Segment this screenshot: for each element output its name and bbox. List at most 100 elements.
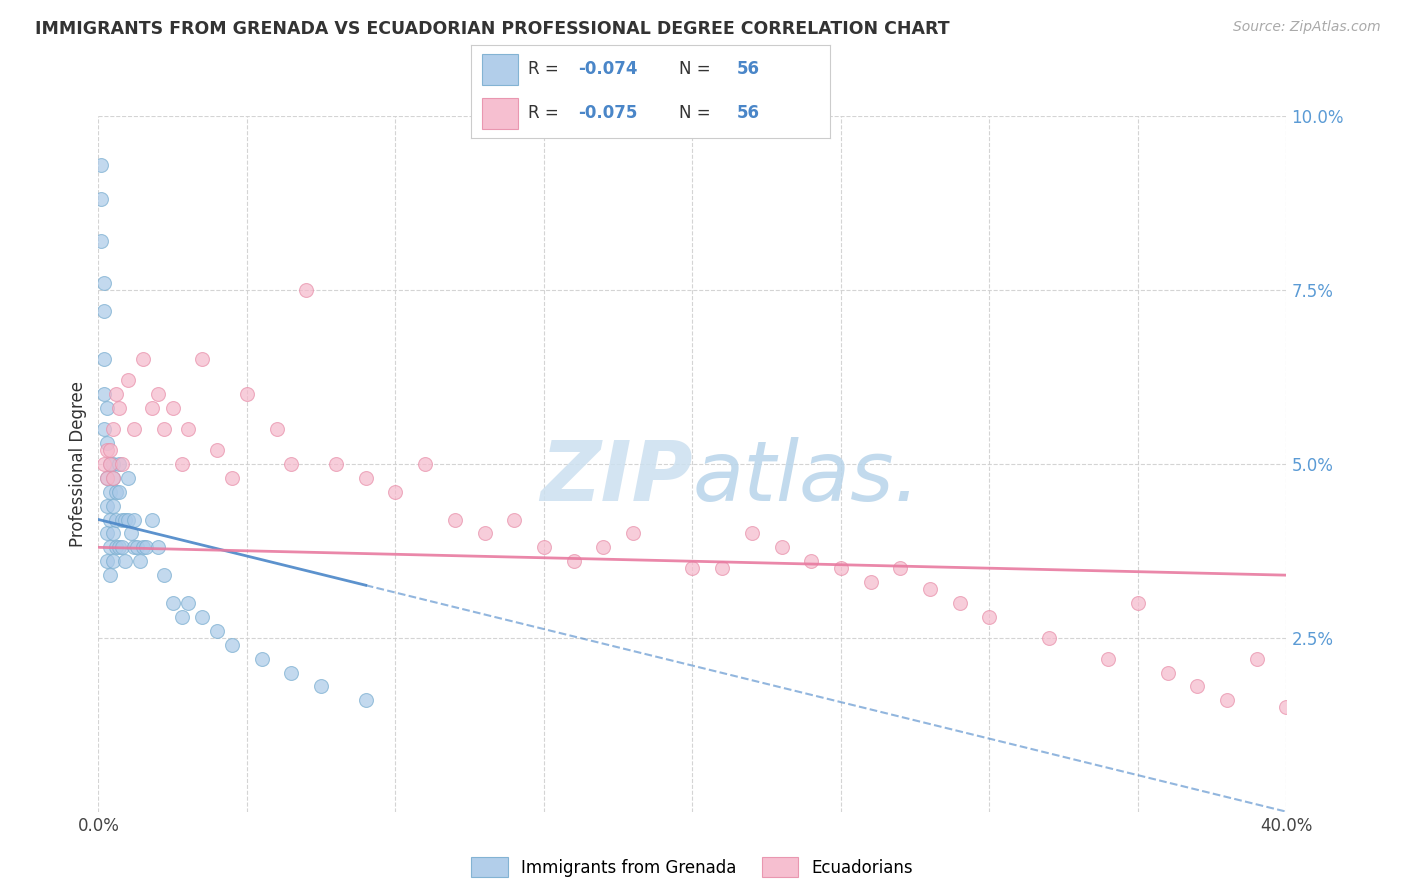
Point — [295, 283, 318, 297]
Point — [111, 541, 134, 555]
Point — [176, 596, 198, 610]
Point — [108, 401, 131, 416]
Text: Source: ZipAtlas.com: Source: ZipAtlas.com — [1233, 20, 1381, 34]
Text: atlas.: atlas. — [693, 437, 921, 518]
Point — [280, 457, 302, 471]
Point — [146, 541, 169, 555]
Point — [889, 561, 911, 575]
Point — [207, 442, 229, 457]
Point — [93, 422, 115, 436]
Point — [562, 554, 585, 568]
Point — [280, 665, 302, 680]
FancyBboxPatch shape — [482, 54, 517, 85]
Text: R =: R = — [529, 61, 564, 78]
Point — [93, 303, 115, 318]
Point — [105, 484, 128, 499]
Point — [108, 541, 131, 555]
Point — [122, 422, 145, 436]
Point — [108, 457, 131, 471]
Point — [830, 561, 852, 575]
Point — [96, 499, 118, 513]
Point — [103, 526, 125, 541]
Point — [93, 387, 115, 401]
Point — [120, 526, 142, 541]
Text: -0.075: -0.075 — [579, 103, 638, 121]
Point — [800, 554, 823, 568]
Point — [354, 693, 377, 707]
Point — [96, 471, 118, 485]
Point — [979, 610, 1001, 624]
Point — [93, 276, 115, 290]
Point — [443, 512, 465, 526]
Point — [152, 568, 174, 582]
Point — [103, 554, 125, 568]
Point — [122, 512, 145, 526]
Point — [114, 554, 136, 568]
Point — [98, 512, 121, 526]
Point — [129, 554, 152, 568]
Point — [114, 512, 136, 526]
Y-axis label: Professional Degree: Professional Degree — [69, 381, 87, 547]
Point — [103, 471, 125, 485]
Point — [96, 554, 118, 568]
Point — [1216, 693, 1239, 707]
Point — [170, 457, 193, 471]
Point — [146, 387, 169, 401]
Point — [325, 457, 347, 471]
Point — [191, 610, 214, 624]
Point — [98, 457, 121, 471]
Point — [221, 471, 243, 485]
Text: IMMIGRANTS FROM GRENADA VS ECUADORIAN PROFESSIONAL DEGREE CORRELATION CHART: IMMIGRANTS FROM GRENADA VS ECUADORIAN PR… — [35, 20, 950, 37]
Legend: Immigrants from Grenada, Ecuadorians: Immigrants from Grenada, Ecuadorians — [465, 851, 920, 883]
Point — [141, 401, 163, 416]
Point — [741, 526, 763, 541]
Point — [117, 471, 139, 485]
Point — [111, 512, 134, 526]
Point — [98, 568, 121, 582]
Point — [592, 541, 614, 555]
Point — [103, 499, 125, 513]
Point — [98, 442, 121, 457]
Point — [98, 541, 121, 555]
Text: 56: 56 — [737, 103, 759, 121]
Point — [1097, 651, 1119, 665]
Point — [96, 436, 118, 450]
Point — [309, 680, 332, 694]
Point — [949, 596, 972, 610]
Point — [1156, 665, 1178, 680]
Point — [170, 610, 193, 624]
Point — [1126, 596, 1149, 610]
Point — [236, 387, 259, 401]
Point — [191, 352, 214, 367]
Point — [533, 541, 555, 555]
Point — [98, 484, 121, 499]
Point — [920, 582, 942, 596]
Point — [96, 526, 118, 541]
Text: R =: R = — [529, 103, 564, 121]
Point — [90, 234, 112, 248]
Point — [117, 512, 139, 526]
Point — [125, 541, 148, 555]
Point — [413, 457, 436, 471]
Point — [711, 561, 734, 575]
Point — [132, 352, 155, 367]
Point — [152, 422, 174, 436]
Point — [103, 471, 125, 485]
Text: -0.074: -0.074 — [579, 61, 638, 78]
Point — [354, 471, 377, 485]
Point — [111, 457, 134, 471]
Point — [93, 352, 115, 367]
Point — [103, 457, 125, 471]
Point — [105, 512, 128, 526]
Point — [384, 484, 406, 499]
Point — [162, 401, 184, 416]
Point — [770, 541, 793, 555]
Point — [207, 624, 229, 638]
Point — [221, 638, 243, 652]
FancyBboxPatch shape — [482, 98, 517, 129]
Point — [250, 651, 273, 665]
Point — [176, 422, 198, 436]
Point — [117, 373, 139, 387]
Point — [162, 596, 184, 610]
Point — [108, 484, 131, 499]
